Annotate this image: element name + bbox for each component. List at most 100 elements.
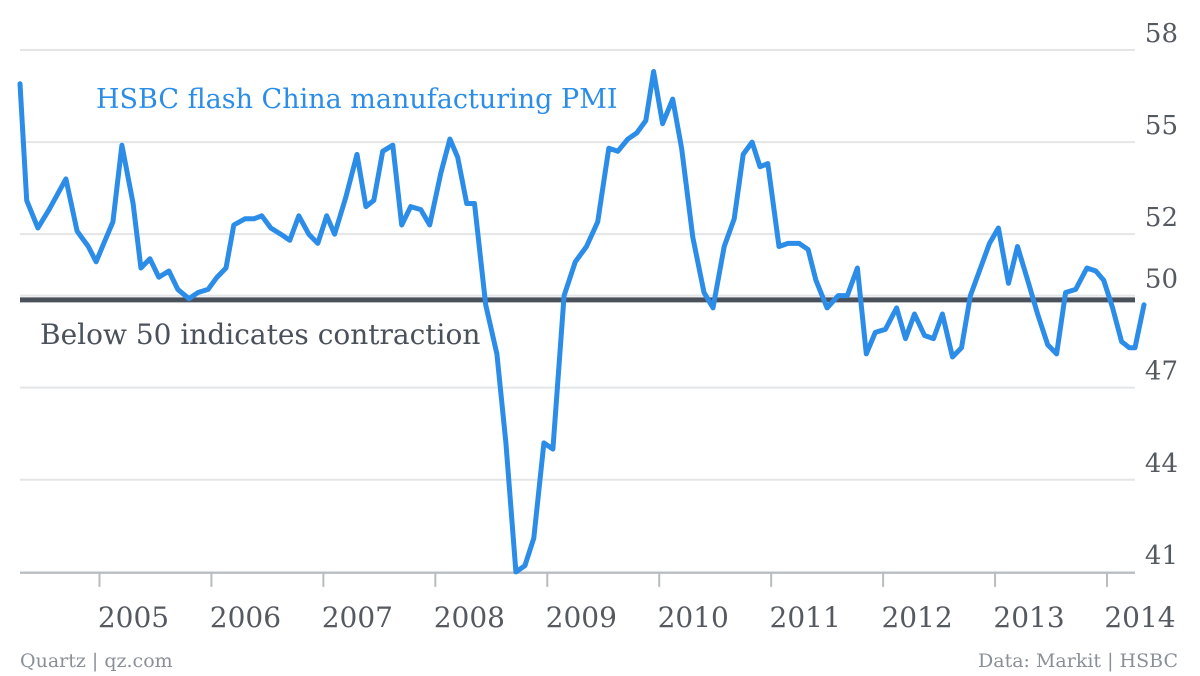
data-point [1026,281,1031,286]
data-point [873,330,878,335]
data-point [513,569,518,574]
data-point [94,259,99,264]
data-point [1054,351,1059,356]
data-point [306,232,311,237]
data-point [777,244,782,249]
data-point [35,226,40,231]
data-point [231,223,236,228]
data-point [187,296,192,301]
data-point [438,170,443,175]
data-point [243,216,248,221]
data-point [722,244,727,249]
data-point [196,290,201,295]
data-point [806,247,811,252]
data-point [1127,345,1132,350]
data-point [18,81,23,86]
data-point [131,201,136,206]
y-tick-label: 41 [1145,541,1178,571]
data-point [606,146,611,151]
data-point [931,336,936,341]
data-point [732,216,737,221]
data-point [670,97,675,102]
x-tick-label: 2009 [546,601,617,634]
data-point [166,269,171,274]
data-point [472,201,477,206]
data-point [813,278,818,283]
data-point [1015,244,1020,249]
data-point [343,195,348,200]
data-point [75,229,80,234]
data-point [215,275,220,280]
y-tick-label: 50 [1145,265,1178,295]
data-point [651,69,656,74]
data-point [562,293,567,298]
data-point [758,164,763,169]
data-point [1110,305,1115,310]
data-point [1142,302,1147,307]
data-point [894,305,899,310]
data-point [550,447,555,452]
x-tick-label: 2008 [434,601,505,634]
data-point [702,290,707,295]
y-tick-label: 58 [1145,19,1178,49]
data-point [679,146,684,151]
data-point [447,137,452,142]
data-point [825,305,830,310]
data-point [584,244,589,249]
data-point [978,266,983,271]
y-tick-label: 52 [1145,203,1178,233]
data-point [531,536,536,541]
data-point [522,563,527,568]
data-point [110,219,115,224]
data-point [408,204,413,209]
y-tick-label: 55 [1145,111,1178,141]
data-point [503,440,508,445]
data-point [845,293,850,298]
data-point [206,287,211,292]
series-label: HSBC flash China manufacturing PMI [96,84,618,115]
data-point [47,207,52,212]
data-point [355,152,360,157]
data-point [86,244,91,249]
data-point [922,333,927,338]
data-point [1073,287,1078,292]
data-point [63,176,68,181]
data-point [252,216,257,221]
x-tick-label: 2006 [210,601,281,634]
x-tick-label: 2010 [658,601,729,634]
data-point [455,155,460,160]
data-point [119,143,124,148]
footer-credit: Quartz | qz.com [20,650,173,672]
pmi-series-line [17,69,1147,575]
data-point [418,207,423,212]
data-point [1063,290,1068,295]
data-point [883,327,888,332]
data-point [296,213,301,218]
data-point [573,259,578,264]
data-point [259,213,264,218]
x-tick-label: 2005 [98,601,169,634]
data-point [1084,266,1089,271]
y-tick-label: 47 [1145,357,1178,387]
x-tick-label: 2011 [770,601,841,634]
data-point [1101,278,1106,283]
y-tick-label: 44 [1145,449,1178,479]
data-point [1093,269,1098,274]
data-point [390,143,395,148]
data-point [332,232,337,237]
footer-data-source: Data: Markit | HSBC [978,650,1178,672]
data-point [483,302,488,307]
data-point [660,121,665,126]
data-point [634,130,639,135]
data-point [427,223,432,228]
data-point [996,226,1001,231]
data-point [741,152,746,157]
x-tick-label: 2014 [1104,601,1175,634]
data-point [371,198,376,203]
data-point [147,256,152,261]
data-point [287,238,292,243]
data-point [595,219,600,224]
data-point [494,351,499,356]
reference-line-label: Below 50 indicates contraction [40,318,480,351]
